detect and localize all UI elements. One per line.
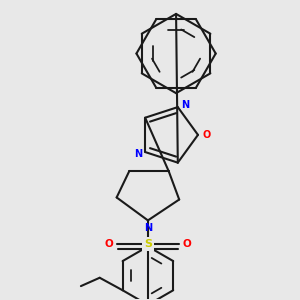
Text: O: O (202, 130, 210, 140)
Text: N: N (144, 223, 152, 233)
Text: O: O (182, 239, 191, 249)
Text: O: O (105, 239, 114, 249)
Text: N: N (134, 149, 142, 159)
Text: N: N (181, 100, 189, 110)
Text: S: S (144, 239, 152, 249)
